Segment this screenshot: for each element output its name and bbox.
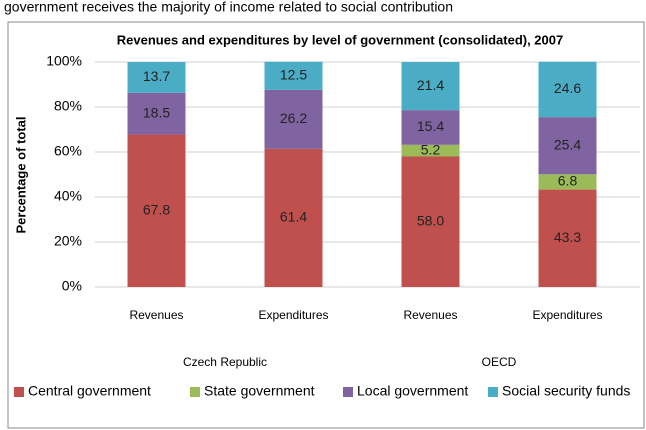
bar-segment xyxy=(538,174,597,190)
data-label: 67.8 xyxy=(143,201,170,217)
data-label: 5.2 xyxy=(421,141,441,157)
data-label: 43.3 xyxy=(554,229,581,245)
bar-segment xyxy=(401,62,460,111)
data-label: 26.2 xyxy=(280,110,307,126)
bar-segment xyxy=(401,156,460,287)
y-axis-title: Percentage of total xyxy=(13,116,28,233)
data-label: 24.6 xyxy=(554,80,581,96)
data-label: 15.4 xyxy=(417,118,444,134)
x-tick-label: Revenues xyxy=(129,308,183,322)
caption: government receives the majority of inco… xyxy=(4,0,453,15)
legend-swatch xyxy=(488,387,498,397)
y-tick-label: 80% xyxy=(54,98,82,114)
x-tick-label: Revenues xyxy=(403,308,457,322)
bar-segment xyxy=(127,62,186,93)
chart-frame xyxy=(7,21,645,429)
bar-segment xyxy=(538,117,597,175)
bar-segment xyxy=(264,148,323,287)
data-label: 6.8 xyxy=(558,173,578,189)
data-label: 61.4 xyxy=(280,209,307,225)
data-label: 13.7 xyxy=(143,68,170,84)
bar-segment xyxy=(264,89,323,149)
bar-segment xyxy=(538,61,597,118)
chart-title: Revenues and expenditures by level of go… xyxy=(117,32,563,47)
data-label: 21.4 xyxy=(417,77,444,93)
y-tick-label: 100% xyxy=(46,53,82,69)
y-tick-label: 0% xyxy=(62,278,82,294)
bar-segment xyxy=(401,144,460,157)
legend-label: Central government xyxy=(28,383,151,399)
legend-label: Local government xyxy=(357,383,468,399)
legend-label: State government xyxy=(204,383,315,399)
bar-segment xyxy=(264,61,323,90)
group-label: OECD xyxy=(482,355,517,369)
bar-segment xyxy=(401,110,460,145)
group-label: Czech Republic xyxy=(183,355,267,369)
data-label: 25.4 xyxy=(554,136,581,152)
x-tick-label: Expenditures xyxy=(258,308,328,322)
y-tick-label: 60% xyxy=(54,143,82,159)
data-label: 18.5 xyxy=(143,104,170,120)
legend-swatch xyxy=(14,387,24,397)
bar-segment xyxy=(127,134,186,287)
legend-swatch xyxy=(343,387,353,397)
bar-segment xyxy=(127,92,186,135)
legend-label: Social security funds xyxy=(502,383,630,399)
bar-segment xyxy=(538,189,597,287)
y-tick-label: 20% xyxy=(54,233,82,249)
data-label: 12.5 xyxy=(280,67,307,83)
legend-swatch xyxy=(190,387,200,397)
y-tick-label: 40% xyxy=(54,188,82,204)
data-label: 58.0 xyxy=(417,212,444,228)
x-tick-label: Expenditures xyxy=(532,308,602,322)
